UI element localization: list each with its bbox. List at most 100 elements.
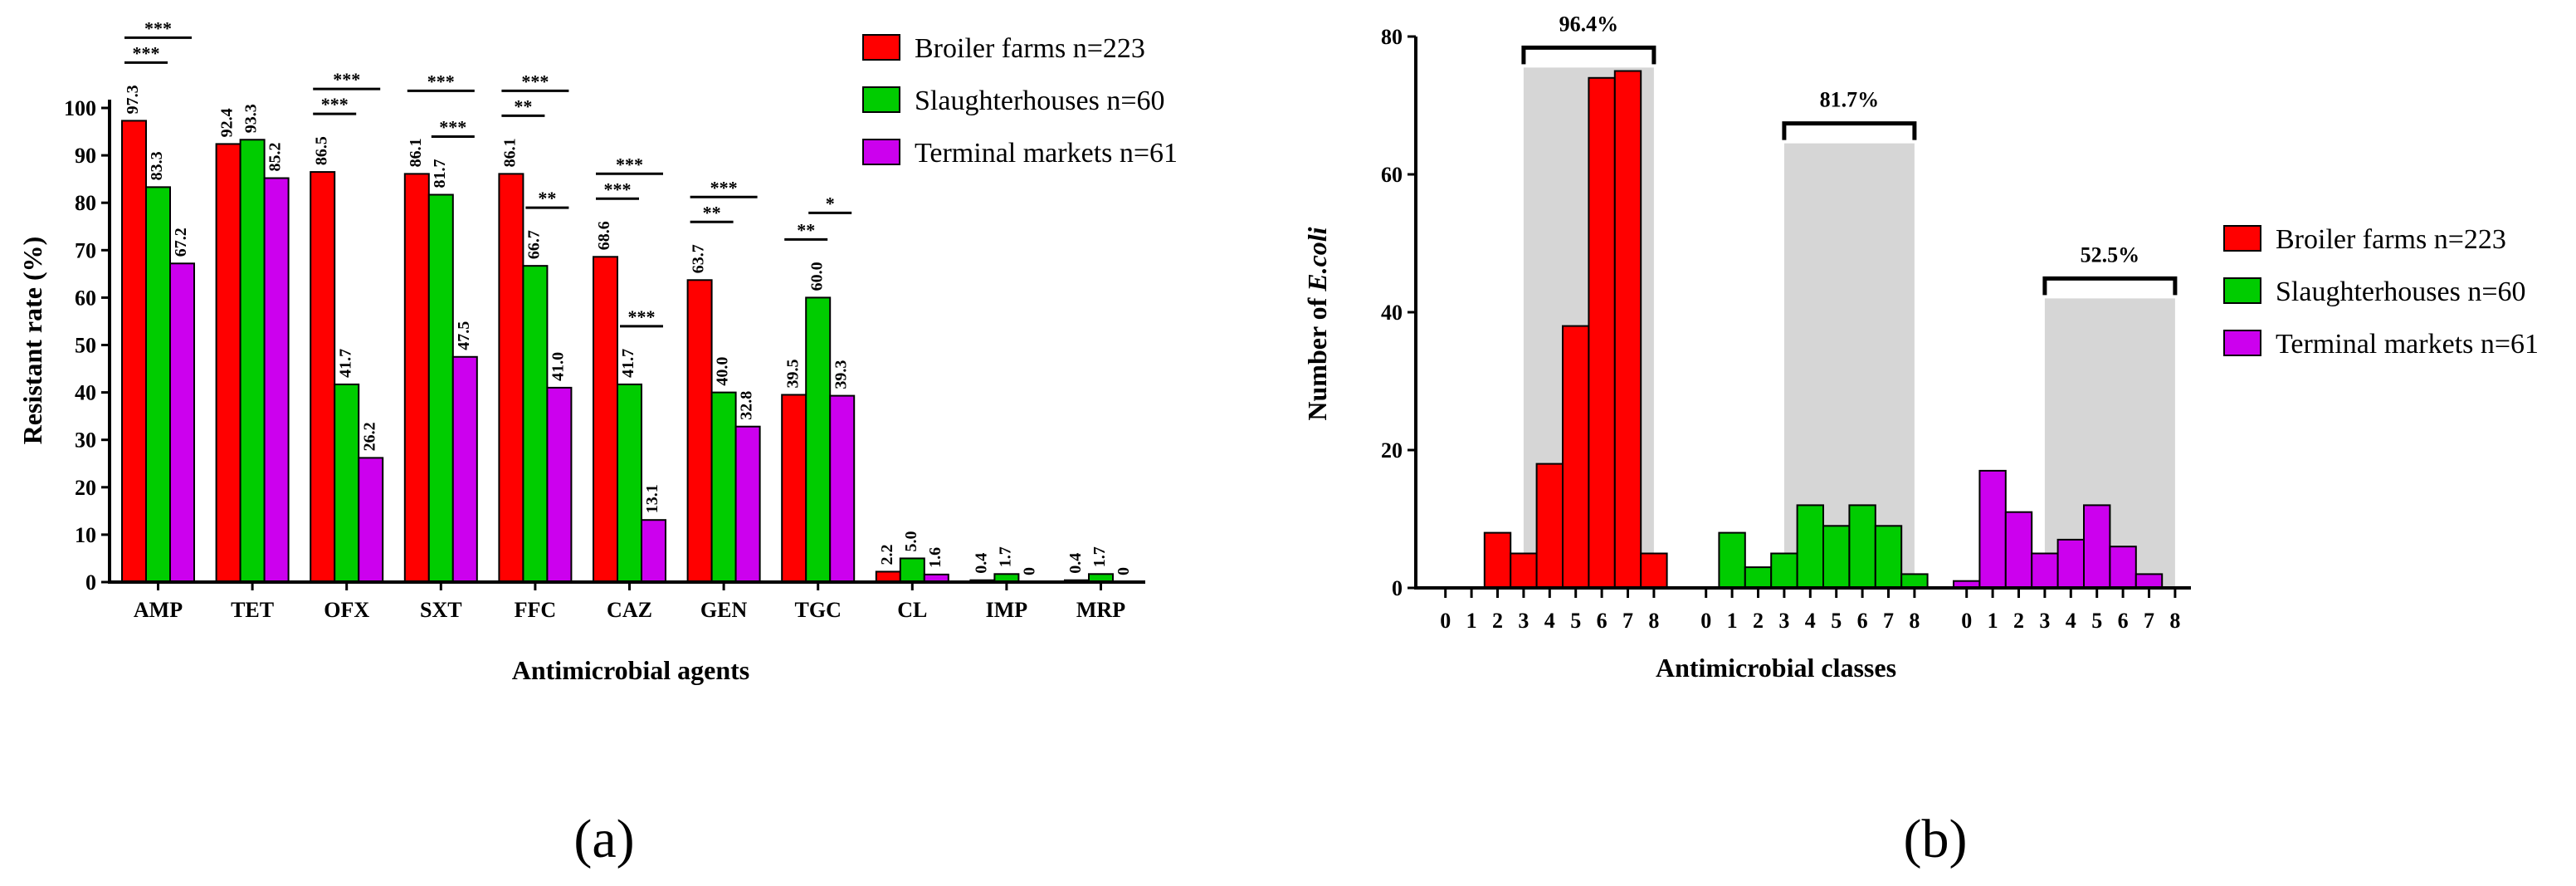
panel-a-significance-label: **	[797, 219, 815, 240]
panel-a-bar	[334, 383, 360, 583]
panel-a-data-label: 86.5	[312, 136, 330, 165]
panel-a-significance-label: **	[514, 95, 532, 116]
panel-a-bar	[239, 139, 266, 583]
panel-a-data-label: 63.7	[690, 244, 708, 273]
panel-b-bar	[2056, 538, 2086, 590]
panel-a-significance-label: **	[703, 202, 721, 223]
panel-a-y-tick-label: 90	[75, 144, 96, 168]
panel-a-y-tick-label: 10	[75, 523, 96, 547]
panel-b-y-axis-title: Number of E.coli	[1302, 227, 1332, 420]
panel-a-data-label: 83.3	[148, 151, 166, 180]
panel-b-bar	[1588, 76, 1616, 590]
panel-a-significance-label: ***	[439, 116, 466, 137]
panel-a-category-label: MRP	[1076, 598, 1125, 622]
panel-b-y-axis-title-prefix: Number of	[1302, 291, 1332, 421]
panel-b-class-label: 5	[1831, 609, 1842, 633]
panel-b-class-label: 4	[1805, 609, 1816, 633]
panel-a-y-tick-label: 50	[75, 334, 96, 358]
panel-a-data-label: 86.1	[407, 138, 425, 167]
panel-b-bar	[1535, 463, 1564, 589]
panel-a-legend: Broiler farms n=223 Slaughterhouses n=60 T…	[862, 33, 1178, 169]
panel-a-data-label: 60.0	[807, 262, 826, 291]
panel-b-class-label: 2	[2013, 609, 2024, 633]
panel-a-significance-label: ***	[521, 71, 549, 91]
panel-b-bar	[1978, 469, 2007, 590]
panel-b-bracket-label: 96.4%	[1559, 12, 1619, 36]
panel-b-class-label: 1	[1988, 609, 1998, 633]
panel-a-data-label: 67.2	[172, 228, 190, 257]
panel-b-bar	[2134, 573, 2164, 590]
panel-b-class-label: 8	[1909, 609, 1920, 633]
panel-a-bar	[121, 120, 147, 584]
panel-b-bracket-label: 81.7%	[1820, 88, 1880, 112]
panel-a-bar	[899, 557, 925, 584]
panel-b-class-label: 0	[1440, 609, 1451, 633]
panel-b-bar	[1640, 552, 1668, 589]
panel-b-class-label: 3	[1778, 609, 1789, 633]
panel-b-y-tick-label: 40	[1381, 301, 1403, 325]
panel-b-bar	[1770, 552, 1798, 589]
panel-a-data-label: 66.7	[524, 230, 543, 259]
panel-a-bar	[710, 391, 737, 583]
panel-a-legend-swatch	[862, 139, 900, 165]
panel-b-class-label: 4	[1544, 609, 1555, 633]
panel-b-bracket	[1521, 45, 1656, 65]
panel-b-legend-label: Broiler farms n=223	[2276, 224, 2506, 255]
panel-b-class-label: 7	[2144, 609, 2154, 633]
panel-a-bar	[169, 262, 195, 583]
panel-a-bar	[734, 425, 761, 583]
panel-b-bar	[1562, 325, 1590, 589]
panel-a-data-label: 40.0	[714, 357, 732, 386]
panel-b-bar	[1613, 70, 1642, 589]
panel-a-data-label: 1.6	[926, 547, 944, 568]
panel-b-class-label: 8	[1648, 609, 1659, 633]
panel-a-chart: 0 10 20 30 40 50 60 70 80 90 100 AMP TET OFX SXT FFC CAZ…	[17, 17, 1178, 869]
panel-b-bar	[1718, 531, 1746, 589]
panel-a-significance-label: ***	[616, 154, 643, 174]
panel-a-legend-swatch	[862, 86, 900, 113]
panel-a-category-label: AMP	[134, 598, 183, 622]
panel-b-y-tick-label: 60	[1381, 163, 1403, 187]
panel-b-legend-swatch	[2223, 225, 2261, 252]
panel-a-data-label: 0	[1115, 567, 1133, 575]
panel-b-bar	[1848, 504, 1876, 590]
panel-a-legend-label: Broiler farms n=223	[915, 33, 1145, 64]
panel-a-category-label: GEN	[700, 598, 748, 622]
panel-b-class-label: 4	[2066, 609, 2076, 633]
panel-a-y-tick-label: 30	[75, 428, 96, 453]
panel-b-class-label: 8	[2169, 609, 2180, 633]
panel-a-label: (a)	[573, 809, 634, 869]
panel-b-class-label: 6	[1597, 609, 1608, 633]
panel-b-bar	[1822, 525, 1851, 589]
panel-b-bar	[2083, 504, 2111, 590]
panel-a-category-label: CAZ	[607, 598, 652, 622]
panel-b-bracket	[1782, 121, 1917, 140]
panel-a-y-tick-label: 60	[75, 286, 96, 310]
panel-a-bar	[451, 355, 478, 583]
panel-a-data-label: 0.4	[972, 553, 990, 574]
panel-a-bar	[781, 394, 807, 583]
panel-b-class-label: 0	[1700, 609, 1711, 633]
panel-b-class-label: 7	[1622, 609, 1633, 633]
panel-b-legend-label: Terminal markets n=61	[2276, 329, 2539, 360]
panel-a-x-axis-title: Antimicrobial agents	[512, 655, 750, 685]
panel-a-bar	[617, 383, 642, 583]
panel-a-data-label: 68.6	[595, 221, 613, 250]
panel-a-bar	[805, 296, 832, 583]
panel-a-y-tick-label: 20	[75, 476, 96, 500]
panel-a-significance-label: ***	[333, 69, 360, 90]
panel-b-class-label: 0	[1961, 609, 1972, 633]
panel-a-bar	[263, 177, 290, 583]
panel-a-bar	[215, 143, 242, 583]
panel-a-bar	[498, 173, 524, 584]
panel-a-y-tick-label: 80	[75, 191, 96, 215]
panel-b-bar	[1874, 525, 1903, 589]
panel-b-legend-label: Slaughterhouses n=60	[2276, 277, 2526, 307]
panel-a-data-label: 86.1	[500, 138, 519, 167]
panel-a-bar	[829, 394, 856, 583]
panel-a-significance-label: ***	[710, 177, 738, 198]
panel-b-y-axis-title-organism: E.coli	[1302, 227, 1332, 291]
panel-b-legend: Broiler farms n=223 Slaughterhouses n=60 T…	[2223, 224, 2539, 360]
panel-a-significance-label: ***	[144, 17, 172, 38]
